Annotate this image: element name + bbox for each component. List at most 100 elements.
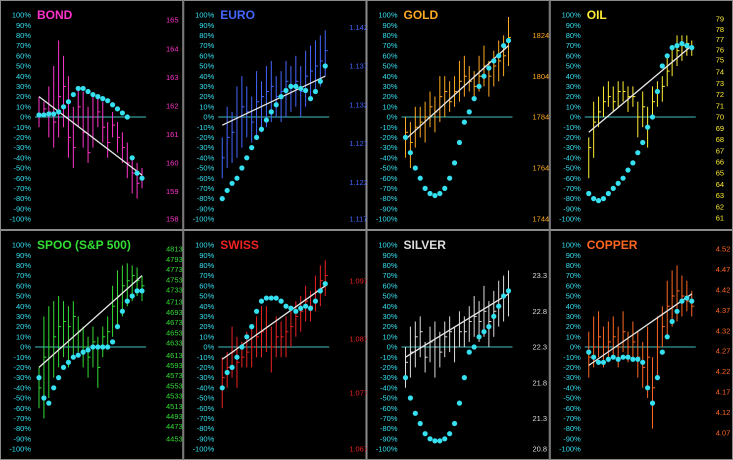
oscillator-dot	[402, 375, 409, 381]
trend-line	[405, 293, 509, 358]
panel-copper: 100%90%80%70%60% 50%40%30%20%10% 0%-10%-20…	[549, 230, 733, 460]
oscillator-dot	[139, 175, 145, 181]
pct-tick-label: 50%	[382, 292, 397, 301]
pct-tick-label: 40%	[382, 302, 397, 311]
panel-title: SPOO (S&P 500)	[37, 238, 131, 252]
oscillator-dot	[669, 318, 675, 325]
oscillator-dot	[640, 359, 646, 365]
oscillator-dot	[278, 298, 284, 304]
oscillator-dot	[620, 354, 626, 360]
oscillator-dot	[669, 45, 675, 51]
oscillator-dot	[85, 88, 91, 95]
pct-tick-label: 50%	[382, 62, 397, 71]
pct-tick-label: 100%	[195, 241, 215, 250]
pct-tick-label: 10%	[16, 102, 31, 111]
pct-tick-label: -90%	[13, 204, 31, 213]
oscillator-dot	[219, 385, 225, 391]
price-tick-label: 164	[166, 44, 179, 53]
price-tick-label: 72	[716, 90, 724, 99]
oscillator-dot	[46, 111, 52, 117]
pct-tick-label: 40%	[566, 302, 581, 311]
pct-tick-label: -80%	[197, 194, 215, 203]
oscillator-dot	[586, 190, 592, 197]
price-tick-label: 1.142	[349, 23, 368, 32]
pct-tick-label: 10%	[382, 332, 397, 341]
pct-tick-label: 0%	[203, 113, 214, 122]
price-tick-label: 4453	[166, 434, 183, 443]
price-tick-label: 4613	[166, 351, 183, 360]
pct-tick-label: 20%	[566, 92, 581, 101]
oscillator-dot	[654, 375, 661, 381]
pct-tick-label: -100%	[376, 215, 398, 224]
price-tick-label: 23.3	[533, 271, 548, 280]
price-tick-label: 1.117	[349, 215, 367, 224]
pct-tick-label: 80%	[16, 31, 31, 40]
pct-tick-label: 30%	[566, 82, 581, 91]
price-tick-label: 162	[166, 101, 179, 110]
price-tick-label: 66	[716, 157, 724, 166]
price-tick-label: 1.122	[349, 178, 368, 187]
price-tick-label: 77	[716, 35, 724, 44]
oscillator-dot	[447, 431, 453, 437]
pct-tick-label: -20%	[380, 363, 398, 372]
pct-tick-label: 90%	[199, 21, 214, 30]
oscillator-dot	[679, 298, 685, 304]
panel-title: GOLD	[404, 8, 439, 22]
price-tick-label: 4653	[166, 328, 183, 337]
pct-tick-label: 40%	[382, 72, 397, 81]
pct-tick-label: 60%	[382, 281, 397, 290]
pct-tick-label: 100%	[12, 11, 32, 20]
pct-tick-label: 30%	[199, 82, 214, 91]
pct-tick-label: 60%	[16, 281, 31, 290]
pct-tick-label: -50%	[197, 164, 215, 173]
pct-tick-label: 20%	[199, 322, 214, 331]
panel-title: SILVER	[404, 238, 447, 252]
price-tick-label: 163	[166, 73, 179, 82]
oscillator-dot	[640, 139, 646, 146]
oscillator-dot	[90, 344, 96, 350]
oscillator-dot	[60, 364, 67, 370]
pct-tick-label: 10%	[199, 102, 214, 111]
oscillator-dot	[586, 349, 592, 355]
pct-tick-label: 70%	[382, 271, 397, 280]
panel-bond: 100%90%80%70%60% 50%40%30%20%10% 0%-10%-20…	[0, 0, 184, 230]
pct-tick-label: -80%	[563, 194, 581, 203]
panel-title: SWISS	[220, 238, 259, 252]
price-tick-label: 1804	[533, 72, 550, 81]
oscillator-dot	[65, 99, 72, 105]
pct-tick-label: -30%	[197, 143, 215, 152]
oscillator-dot	[293, 308, 299, 314]
price-tick-label: 1.087	[349, 334, 368, 343]
price-tick-label: 64	[716, 180, 724, 189]
pct-tick-label: -50%	[380, 394, 398, 403]
price-tick-label: 1784	[533, 113, 550, 122]
pct-tick-label: 20%	[566, 322, 581, 331]
oscillator-dot	[95, 344, 101, 350]
oscillator-dot	[659, 63, 665, 69]
pct-tick-label: 0%	[20, 113, 31, 122]
pct-tick-label: -30%	[563, 143, 581, 152]
price-tick-label: 22.3	[533, 343, 548, 352]
oscillator-dot	[239, 165, 245, 171]
oscillator-dot	[674, 308, 680, 314]
oscillator-dot	[219, 196, 225, 202]
oscillator-dot	[244, 334, 250, 340]
pct-tick-label: -10%	[197, 353, 215, 362]
price-tick-label: 1744	[533, 215, 550, 224]
oscillator-dot	[134, 170, 140, 176]
oscillator-dot	[114, 106, 121, 112]
pct-tick-label: 100%	[195, 11, 215, 20]
pct-tick-label: -70%	[380, 184, 398, 193]
price-tick-label: 22.8	[533, 307, 548, 316]
price-tick-label: 65	[716, 169, 724, 178]
oscillator-dot	[85, 347, 91, 353]
pct-tick-label: -90%	[197, 204, 215, 213]
oscillator-dot	[41, 112, 47, 118]
pct-tick-label: -60%	[563, 404, 581, 413]
pct-tick-label: -60%	[13, 174, 31, 183]
price-tick-label: 1.067	[349, 445, 368, 454]
oscillator-dot	[278, 94, 284, 100]
pct-tick-label: 70%	[199, 41, 214, 50]
price-tick-label: 21.3	[533, 414, 548, 423]
pct-tick-label: 100%	[562, 241, 582, 250]
